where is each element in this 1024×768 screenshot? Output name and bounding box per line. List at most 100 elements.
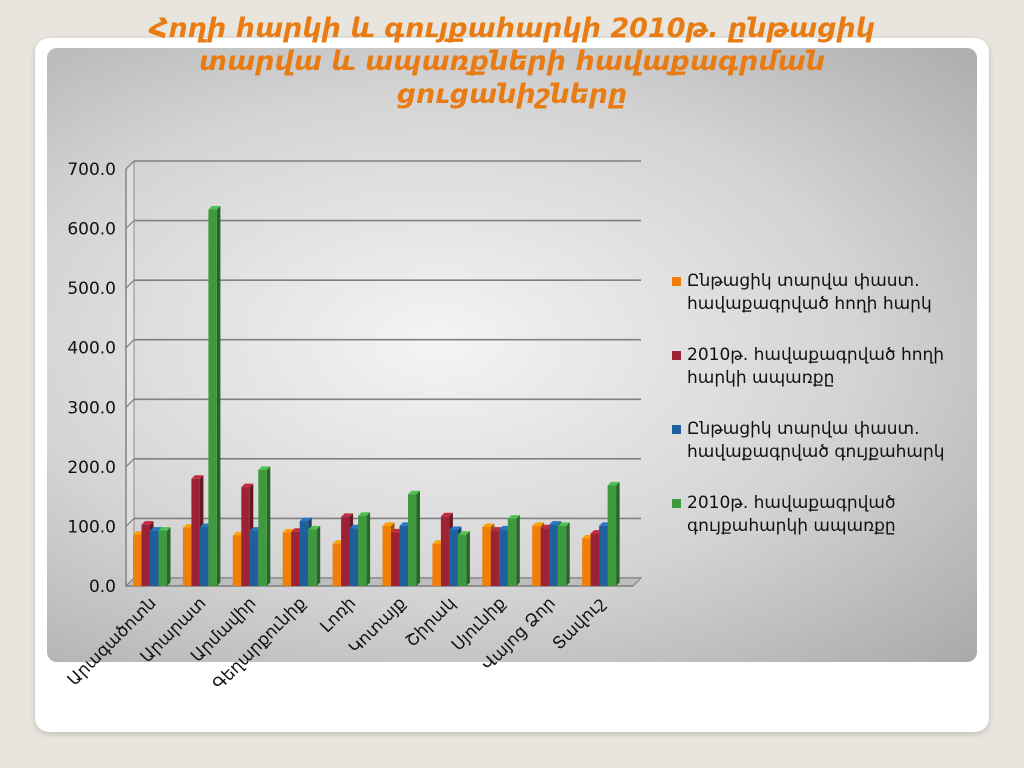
gridline-depth	[125, 458, 135, 468]
bar	[282, 532, 292, 586]
legend-swatch	[672, 499, 681, 508]
bar	[507, 518, 517, 586]
bar-top	[299, 517, 312, 522]
bar	[358, 515, 367, 586]
bar	[408, 494, 417, 586]
bar	[440, 516, 450, 586]
bar-top	[358, 512, 371, 516]
bars	[133, 206, 620, 586]
y-tick-label: 700.0	[67, 160, 116, 180]
chart-title: Հողի հարկի և գույքահարկի 2010թ. ընթացիկ …	[40, 12, 984, 111]
legend: Ընթացիկ տարվա փաստ. հավաքագրված հողի հար…	[672, 270, 982, 566]
bar	[332, 543, 342, 586]
bar	[182, 527, 192, 586]
gridline-depth	[125, 160, 135, 170]
bar-side	[566, 522, 570, 586]
bar-side	[616, 481, 620, 586]
bar-side	[266, 466, 271, 586]
y-tick-labels: 0.0 100.0 200.0 300.0 400.0 500.0 600.0 700.0	[67, 160, 116, 597]
y-tick-label: 200.0	[67, 458, 116, 478]
bar-side	[466, 531, 470, 586]
bar	[199, 527, 209, 586]
bar-top	[440, 512, 453, 517]
bar	[291, 531, 300, 586]
bar-top	[241, 483, 254, 488]
bar	[449, 530, 458, 586]
bar	[499, 529, 508, 586]
bar	[208, 209, 217, 586]
bar-side	[516, 515, 520, 586]
x-tick-label: Տավուշ	[549, 593, 610, 654]
bar-top	[607, 481, 620, 486]
gridline-depth	[125, 220, 135, 229]
bar-top	[408, 490, 420, 495]
bar-top	[308, 525, 321, 530]
bar-top	[141, 521, 154, 525]
legend-label: Ընթացիկ տարվա փաստ. հավաքագրված հողի հար…	[687, 271, 932, 314]
bar-side	[216, 206, 221, 586]
legend-item: 2010թ. հավաքագրված գույքահարկի ապառքը	[672, 492, 982, 538]
bar-top	[341, 513, 354, 517]
title-line-3: ցուցանիշները	[396, 79, 628, 110]
bar	[249, 530, 259, 586]
bar	[607, 485, 617, 586]
bar	[258, 469, 267, 586]
bar	[490, 530, 500, 586]
legend-item: Ընթացիկ տարվա փաստ. հավաքագրված հողի հար…	[672, 270, 982, 316]
bar-top	[457, 531, 470, 535]
bar	[540, 528, 550, 586]
bar-top	[191, 475, 204, 479]
bar-side	[366, 512, 371, 586]
bar-top	[150, 527, 162, 531]
legend-swatch	[672, 425, 681, 434]
y-tick-label: 300.0	[67, 398, 116, 418]
bar-top	[258, 466, 271, 470]
bar	[191, 478, 200, 586]
bar	[557, 525, 567, 586]
x-tick-label: Գեղարքունիք	[209, 593, 310, 694]
y-tick-label: 400.0	[67, 339, 116, 359]
bar	[457, 534, 467, 586]
y-tick-label: 600.0	[67, 220, 116, 240]
bar	[158, 530, 167, 586]
bar-side	[167, 527, 171, 586]
legend-item: Ընթացիկ տարվա փաստ. հավաքագրված գույքահա…	[672, 418, 982, 464]
x-tick-label: Արագածոտն	[64, 593, 161, 690]
y-tick-label: 500.0	[67, 279, 116, 299]
bar	[590, 533, 600, 586]
gridline-depth	[125, 279, 135, 289]
bar	[399, 525, 408, 586]
gridline-depth	[125, 518, 135, 527]
bar-top	[557, 522, 570, 526]
bar-top	[532, 522, 545, 526]
bar-top	[382, 522, 395, 526]
gridline-depth	[125, 339, 135, 349]
bar-top	[158, 527, 171, 531]
legend-label: Ընթացիկ տարվա փաստ. հավաքագրված գույքահա…	[687, 419, 945, 462]
bar-side	[416, 490, 420, 586]
bar-top	[549, 521, 562, 525]
bar	[391, 532, 400, 586]
legend-swatch	[672, 277, 681, 286]
bar	[482, 527, 491, 586]
bar-top	[507, 515, 520, 519]
x-tick-label: Լոռի	[316, 593, 360, 637]
bar	[549, 524, 558, 586]
bar	[232, 535, 242, 586]
bar	[382, 525, 391, 586]
legend-label: 2010թ. հավաքագրված գույքահարկի ապառքը	[687, 493, 896, 536]
title-line-2: տարվա և ապառքների հավաքագրման	[199, 46, 825, 77]
bar	[141, 524, 150, 586]
y-tick-label: 100.0	[67, 517, 116, 537]
legend-swatch	[672, 351, 681, 360]
bar	[299, 521, 309, 586]
bar-top	[482, 523, 495, 528]
bar-top	[208, 206, 221, 210]
bar	[133, 534, 142, 586]
bar-top	[449, 526, 462, 531]
bar	[349, 528, 359, 586]
bar	[532, 525, 541, 586]
bar	[341, 516, 350, 586]
